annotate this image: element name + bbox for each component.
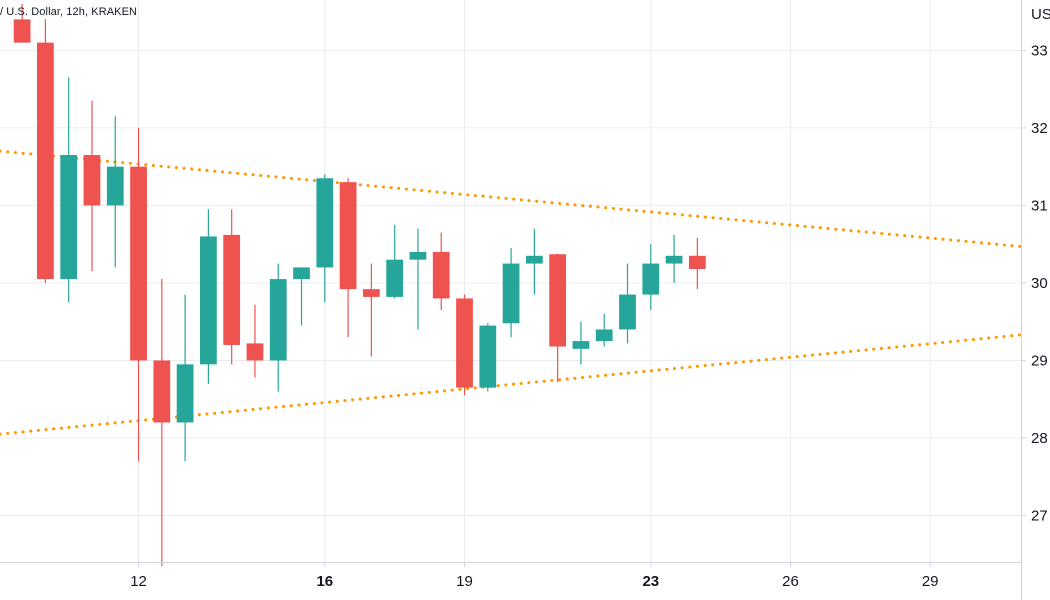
candle-body — [642, 263, 660, 295]
candle — [525, 228, 543, 295]
y-tick-label: 31 — [1031, 197, 1048, 214]
candle-body — [502, 263, 520, 324]
candle-body — [200, 236, 217, 365]
candle-body — [246, 343, 264, 361]
candle-body — [37, 42, 54, 280]
candles — [13, 3, 706, 566]
candle — [106, 116, 124, 268]
candle-body — [106, 166, 124, 206]
candle-body — [13, 19, 31, 43]
candle — [572, 321, 590, 365]
candle-body — [316, 178, 334, 268]
y-tick-label: 27 — [1031, 507, 1048, 524]
candle-body — [456, 298, 473, 388]
candle — [688, 237, 706, 290]
candle-body — [176, 364, 194, 423]
candle-body — [525, 255, 543, 264]
candle-body — [432, 251, 450, 299]
x-tick-label: 26 — [782, 573, 799, 590]
candle — [269, 263, 287, 392]
candle — [479, 323, 497, 392]
candle — [665, 234, 683, 283]
symbol-header: / U.S. Dollar, 12h, KRAKEN — [0, 6, 138, 18]
candle — [386, 224, 404, 299]
candle — [176, 294, 194, 462]
candle-body — [269, 279, 287, 361]
candle-body — [572, 341, 590, 349]
candle-body — [60, 155, 78, 280]
candle — [362, 263, 380, 357]
candle — [37, 19, 54, 283]
candle-body — [293, 267, 310, 280]
candle — [293, 267, 310, 326]
candle-body — [153, 360, 171, 423]
candle — [200, 209, 217, 384]
candle-body — [619, 294, 636, 330]
y-tick-label: 32 — [1031, 120, 1048, 137]
candle — [642, 244, 660, 311]
x-tick-label: 23 — [642, 573, 659, 590]
candle-body — [688, 255, 706, 269]
candle — [153, 279, 171, 566]
candle — [502, 248, 520, 338]
candle-body — [223, 234, 241, 345]
candle — [549, 253, 567, 383]
candle-body — [83, 155, 101, 206]
candle — [409, 228, 427, 330]
candle — [619, 263, 636, 344]
candle — [246, 304, 264, 378]
candle — [13, 3, 31, 43]
candle — [456, 294, 473, 396]
x-tick-label: 12 — [130, 573, 147, 590]
candle-body — [479, 325, 497, 388]
x-tick-label: 29 — [922, 573, 939, 590]
candle — [432, 232, 450, 311]
candle-body — [130, 166, 147, 361]
trendline-lower — [0, 333, 1023, 436]
candle-body — [665, 255, 683, 264]
candle-body — [386, 259, 404, 297]
y-tick-label: 30 — [1031, 275, 1048, 292]
candle-body — [595, 329, 613, 342]
x-tick-label: 19 — [456, 573, 473, 590]
candle — [339, 178, 357, 338]
x-tick-label: 16 — [316, 573, 333, 590]
currency-label: USD — [1031, 6, 1050, 23]
candle — [60, 77, 78, 303]
y-tick-label: 28 — [1031, 430, 1048, 447]
candle — [595, 313, 613, 347]
candle — [83, 100, 101, 272]
y-tick-label: 29 — [1031, 352, 1048, 369]
candle-body — [362, 289, 380, 297]
candle-body — [339, 182, 357, 290]
candle — [130, 127, 147, 462]
trendline-upper — [0, 149, 1023, 249]
y-tick-label: 33 — [1031, 42, 1048, 59]
candle — [223, 209, 241, 365]
candle-body — [549, 254, 567, 347]
candle — [316, 174, 334, 303]
candle-body — [409, 251, 427, 260]
